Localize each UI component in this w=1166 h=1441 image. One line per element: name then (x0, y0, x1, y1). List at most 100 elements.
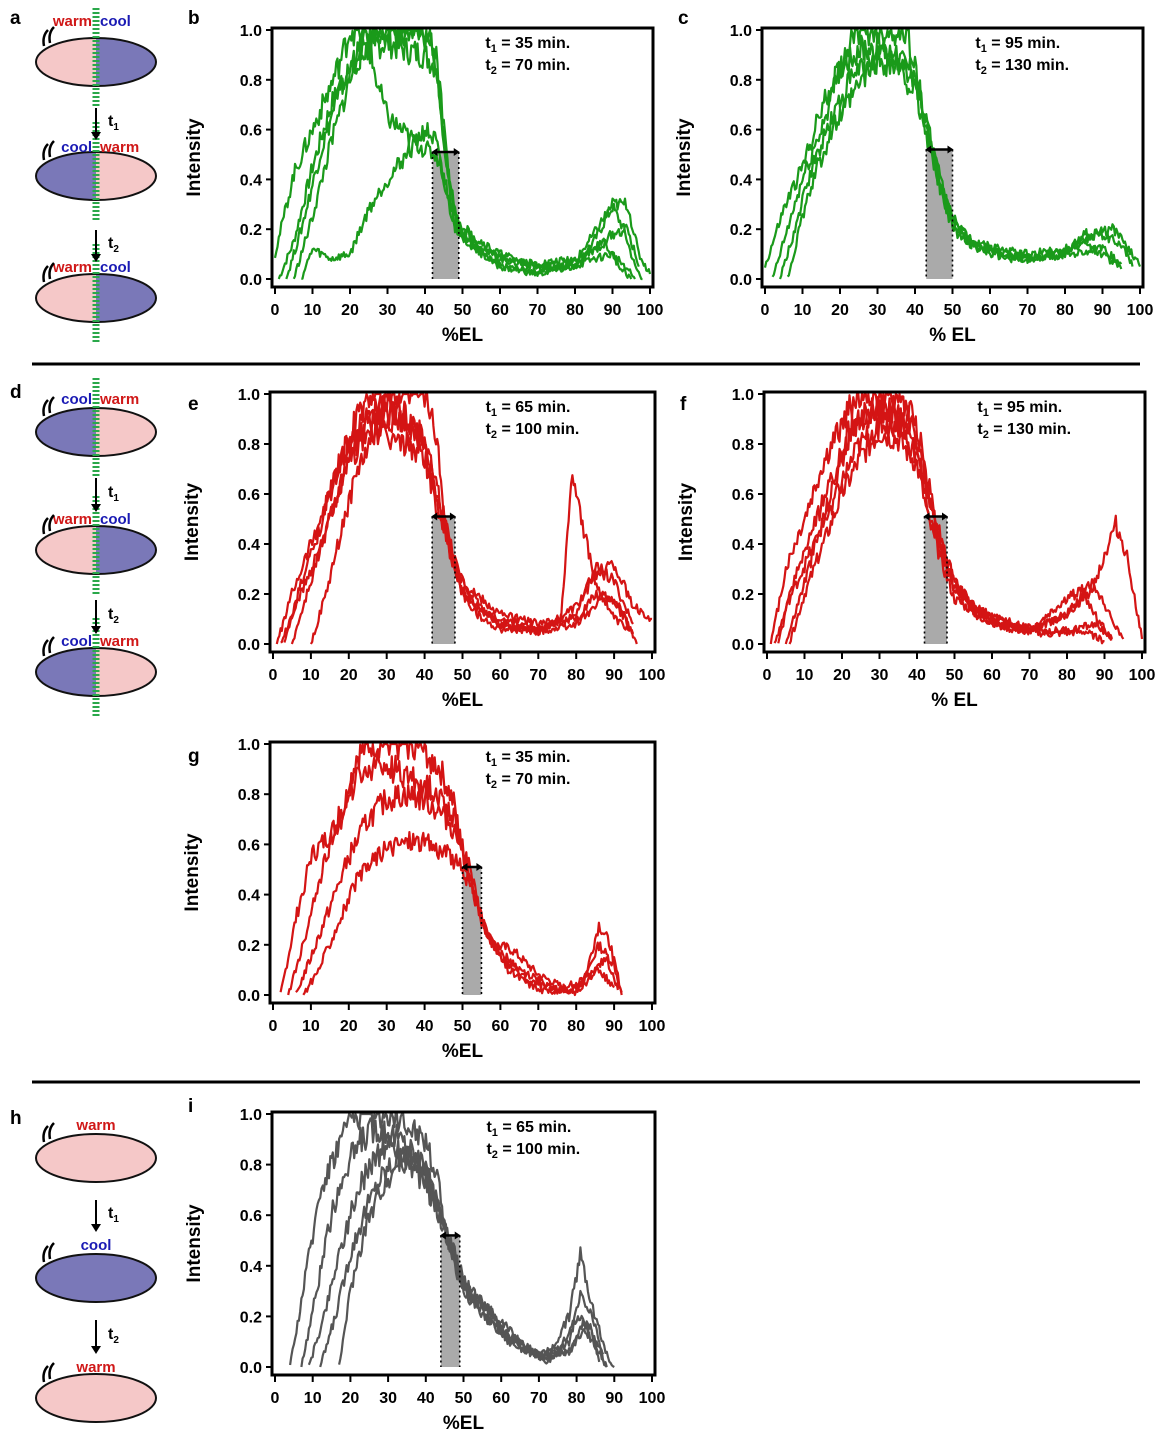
series-line-2 (287, 751, 623, 996)
panel-letter-f: f (680, 394, 687, 415)
x-tick-label: 40 (416, 667, 434, 684)
y-tick-label: 0.0 (730, 272, 752, 289)
x-tick-label: 50 (944, 302, 962, 319)
x-tick-label: 70 (530, 1390, 548, 1407)
x-axis-label: %EL (442, 690, 484, 711)
x-tick-label: 30 (871, 667, 889, 684)
x-tick-label: 80 (1056, 302, 1074, 319)
time-arrow-label: t2 (108, 606, 119, 626)
time-arrow-head (91, 504, 101, 512)
t2-annotation: t2 = 70 min. (485, 57, 570, 77)
x-tick-label: 90 (1094, 302, 1112, 319)
threshold-band (432, 516, 455, 644)
x-tick-label: 90 (604, 302, 622, 319)
y-tick-label: 1.0 (240, 23, 262, 40)
t2-annotation: t2 = 100 min. (486, 421, 580, 441)
embryo-right-label: cool (100, 259, 131, 276)
x-tick-label: 30 (379, 302, 397, 319)
embryo-right-half (96, 274, 156, 322)
series-line-4 (280, 423, 634, 644)
chart-c: c 0.0 0.2 0.4 0.6 0.8 1.0 0 10 20 30 40 50 60 70 80 90 10… (674, 8, 1153, 346)
y-tick-label: 0.8 (240, 1158, 262, 1175)
x-tick-label: 90 (605, 1390, 623, 1407)
t1-annotation: t1 = 65 min. (486, 399, 571, 419)
panel-letter-g: g (188, 746, 200, 767)
embryo: cool (35, 1237, 157, 1303)
t1-annotation: t1 = 95 min. (975, 35, 1060, 55)
x-tick-label: 10 (304, 1390, 322, 1407)
width-marker-arrow-right (453, 148, 460, 157)
embryo-right-half (96, 408, 156, 456)
y-tick-label: 0.6 (240, 123, 262, 140)
series-line-5 (788, 429, 1105, 645)
y-tick-label: 1.0 (732, 387, 754, 404)
embryo-label: warm (75, 1359, 115, 1376)
x-tick-label: 100 (1129, 667, 1156, 684)
x-tick-label: 10 (302, 1018, 320, 1035)
pole-cells (42, 1362, 55, 1383)
y-tick-label: 0.0 (240, 1360, 262, 1377)
x-tick-label: 40 (908, 667, 926, 684)
x-axis-label: %EL (443, 1413, 485, 1434)
width-marker-arrow-right (454, 1231, 461, 1240)
embryo-left-label: warm (52, 511, 92, 528)
embryo-right-half (96, 152, 156, 200)
x-tick-label: 30 (869, 302, 887, 319)
series-line-4 (773, 410, 1113, 644)
time-arrow-label: t2 (108, 1326, 119, 1346)
x-tick-label: 60 (981, 302, 999, 319)
x-tick-label: 90 (605, 667, 623, 684)
x-tick-label: 50 (455, 1390, 473, 1407)
y-tick-label: 0.0 (238, 988, 260, 1005)
series-line-3 (290, 400, 634, 645)
y-tick-label: 0.4 (238, 537, 260, 554)
panel-letter-h: h (10, 1108, 22, 1129)
x-tick-label: 70 (529, 667, 547, 684)
x-tick-label: 40 (416, 1018, 434, 1035)
panel-letter-d: d (10, 382, 22, 403)
embryo: cool warm (35, 378, 157, 478)
y-tick-label: 0.0 (238, 637, 260, 654)
time-arrow-head (91, 254, 101, 262)
time-arrow-label: t1 (108, 113, 119, 133)
time-arrow-head (91, 132, 101, 140)
series-line-5 (301, 122, 636, 280)
x-tick-label: 0 (269, 1018, 278, 1035)
x-tick-label: 50 (454, 302, 472, 319)
pole-cells (42, 140, 55, 161)
x-axis-label: % EL (931, 690, 978, 711)
pole-cells (42, 1242, 55, 1263)
y-tick-label: 0.2 (238, 587, 260, 604)
x-tick-label: 60 (983, 667, 1001, 684)
embryo-right-label: warm (99, 633, 139, 650)
x-tick-label: 10 (796, 667, 814, 684)
x-tick-label: 10 (794, 302, 812, 319)
width-marker-arrow-left (925, 145, 932, 154)
y-axis-label: Intensity (182, 833, 203, 912)
embryo-label: cool (81, 1237, 112, 1254)
x-tick-label: 100 (639, 667, 666, 684)
x-tick-label: 80 (567, 667, 585, 684)
chart-f: f 0.0 0.2 0.4 0.6 0.8 1.0 0 10 20 30 40 50 60 70 80 90 10… (676, 387, 1155, 711)
chart-e: e 0.0 0.2 0.4 0.6 0.8 1.0 0 10 20 30 40 50 60 70 80 90 10… (182, 387, 665, 711)
x-tick-label: 70 (529, 302, 547, 319)
x-tick-label: 80 (567, 1018, 585, 1035)
x-tick-label: 40 (417, 1390, 435, 1407)
schematic-h: h warm cool warm t1 t2 (10, 1108, 157, 1423)
embryo-left-label: cool (61, 633, 92, 650)
y-tick-label: 1.0 (238, 387, 260, 404)
width-marker-arrow-right (449, 512, 456, 521)
x-tick-label: 100 (637, 302, 664, 319)
x-tick-label: 20 (831, 302, 849, 319)
series-line-4 (786, 47, 1123, 278)
x-tick-label: 70 (529, 1018, 547, 1035)
y-tick-label: 0.4 (240, 172, 262, 189)
embryo-label: warm (75, 1117, 115, 1134)
width-marker-arrow-left (431, 512, 438, 521)
charts-layer: b 0.0 0.2 0.4 0.6 0.8 1.0 0 10 20 30 40 50 60 70 80 90 10… (182, 8, 1155, 1434)
x-axis-label: %EL (442, 325, 484, 346)
width-marker-arrow-right (476, 862, 483, 871)
x-tick-label: 100 (639, 1390, 666, 1407)
embryo: warm cool (35, 8, 157, 108)
